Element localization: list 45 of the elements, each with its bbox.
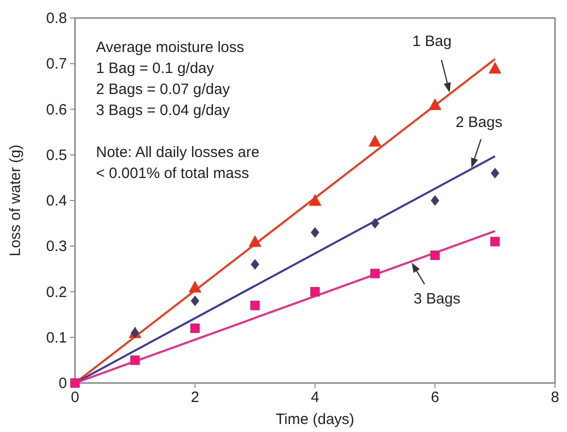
y-tick-label: 0 [58, 375, 67, 392]
point [310, 287, 320, 296]
x-axis-title: Time (days) [276, 411, 354, 428]
y-tick-label: 0.2 [46, 284, 67, 301]
point [190, 324, 200, 333]
point [248, 235, 262, 247]
point [370, 218, 380, 229]
point [428, 98, 442, 110]
point [190, 296, 200, 306]
y-tick-label: 0.1 [46, 329, 67, 346]
point [490, 168, 500, 178]
y-tick-label: 0.6 [46, 101, 67, 118]
point [130, 355, 140, 365]
text: 1 Bag [412, 32, 452, 50]
series-label: 2 Bags [456, 114, 502, 132]
y-tick-label: 0.5 [46, 146, 67, 164]
x-tick-label: 6 [430, 389, 440, 406]
annotation: Note: All daily losses are [96, 144, 260, 161]
x-tick-label: 0 [70, 389, 80, 406]
annotation: 1 Bag = 0.1 g/day [96, 60, 215, 77]
y-tick-label: 0.7 [46, 56, 67, 73]
point [430, 195, 440, 206]
point [430, 250, 440, 260]
point [368, 134, 382, 146]
point [188, 280, 202, 292]
point [70, 378, 80, 388]
series-label: 3 Bags [414, 290, 460, 308]
annotation: < 0.001% of total mass [96, 165, 250, 182]
point [490, 236, 500, 246]
annotation: Average moisture loss [96, 39, 244, 56]
point [310, 227, 320, 238]
y-tick-label: 0.3 [46, 238, 67, 256]
y-tick-label: 0.8 [46, 10, 67, 27]
x-tick-label: 2 [190, 389, 200, 406]
point [250, 259, 260, 270]
annotation: 3 Bags = 0.04 g/day [96, 102, 230, 119]
point [488, 62, 502, 74]
y-tick-label: 0.4 [46, 192, 67, 210]
x-tick-label: 8 [550, 389, 560, 406]
point [370, 268, 380, 278]
annotation: 2 Bags = 0.07 g/day [96, 81, 230, 98]
x-tick-label: 4 [310, 389, 320, 406]
y-axis-title: Loss of water (g) [7, 144, 24, 256]
point [250, 300, 260, 310]
point [308, 194, 322, 206]
